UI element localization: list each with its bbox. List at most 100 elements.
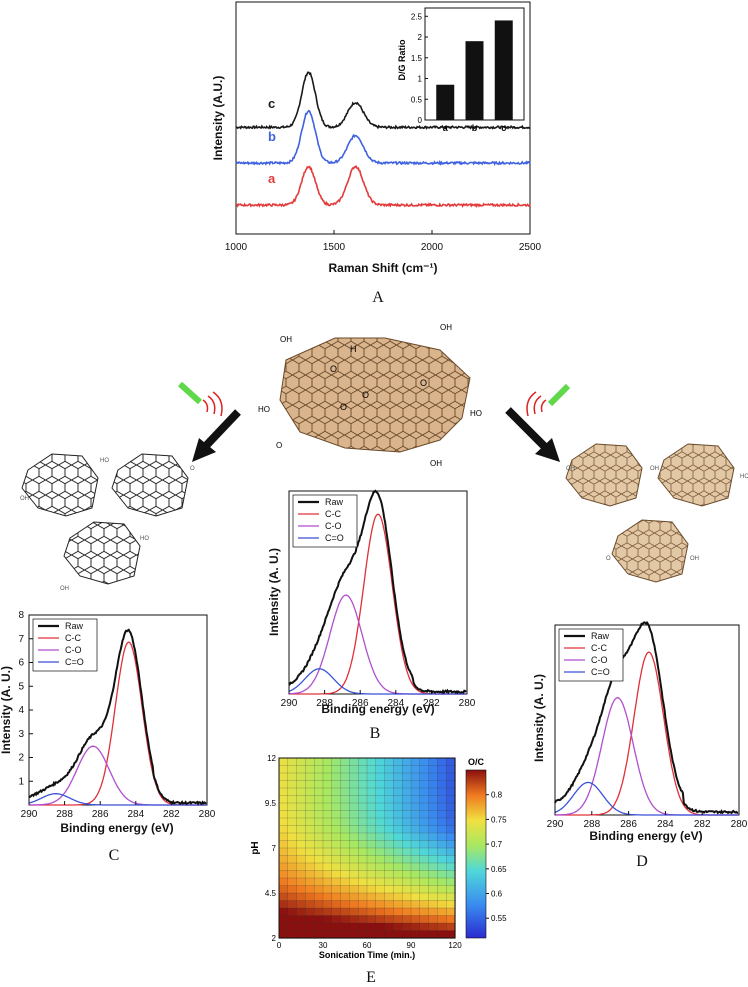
heatmap-cell — [314, 810, 324, 819]
heatmap-cell — [331, 847, 342, 857]
x-tick-label: 290 — [21, 809, 38, 820]
heatmap-cell — [437, 855, 447, 864]
heatmap-cell — [314, 907, 324, 917]
heatmap-cell — [375, 787, 386, 797]
heatmap-cell — [349, 787, 359, 797]
group-label: O — [420, 378, 427, 388]
heatmap-cell — [410, 802, 421, 812]
heatmap-cell — [278, 930, 289, 939]
heatmap-cell — [410, 877, 421, 887]
heatmap-cell — [322, 892, 333, 902]
panel-c-x-label: Binding energy (eV) — [60, 821, 173, 835]
heatmap-cell — [358, 877, 368, 887]
heatmap-cell — [349, 840, 359, 849]
heatmap-cell — [358, 757, 368, 767]
x-tick-label: 284 — [127, 809, 144, 820]
heatmap-cell — [446, 757, 456, 767]
series-label-c: c — [268, 96, 275, 111]
heatmap-cell — [296, 765, 307, 774]
heatmap-cell — [278, 885, 289, 894]
heatmap-cell — [305, 877, 315, 887]
oxidized-graphene-flakes — [565, 443, 735, 583]
heatmap-cell — [340, 855, 351, 864]
heatmap-cell — [287, 862, 298, 872]
y-tick-label: 4.5 — [265, 889, 277, 898]
group-label: O — [340, 402, 347, 412]
spectrum-b — [235, 109, 531, 166]
heatmap-cell — [393, 840, 403, 849]
heatmap-cell — [402, 877, 412, 887]
heatmap-cell — [402, 757, 412, 767]
heatmap-cell — [349, 922, 359, 932]
inset-bar-b — [465, 41, 484, 121]
heatmap-cell — [419, 772, 430, 782]
inset-y-tick-label: 0 — [418, 116, 423, 125]
heatmap-cell — [349, 930, 359, 939]
heatmap-cell — [437, 780, 447, 789]
heatmap-cell — [428, 900, 439, 909]
x-tick-label: 282 — [163, 809, 180, 820]
heatmap-cell — [375, 870, 386, 879]
heatmap-cell — [402, 892, 412, 902]
heatmap-cell — [402, 832, 412, 842]
group-label: H — [350, 344, 357, 354]
legend-entry: Raw — [591, 631, 610, 641]
panel-b-y-label: Intensity (A. U.) — [267, 548, 281, 636]
heatmap-cell — [305, 765, 315, 774]
heatmap-cell — [446, 840, 456, 849]
heatmap-cell — [419, 877, 430, 887]
heatmap-cell — [393, 885, 403, 894]
heatmap-cell — [358, 930, 368, 939]
heatmap-cell — [331, 855, 342, 864]
heatmap-cell — [340, 795, 351, 804]
heatmap-cell — [331, 802, 342, 812]
heatmap-cell — [393, 795, 403, 804]
legend-entry: C-C — [325, 509, 341, 519]
panel-b-x-label: Binding energy (eV) — [321, 702, 434, 716]
laser-icon-right — [526, 383, 571, 417]
legend-entry: C-O — [591, 655, 608, 665]
heatmap-cell — [340, 892, 351, 902]
heatmap-cell — [305, 780, 315, 789]
heatmap-cell — [375, 915, 386, 924]
heatmap-cell — [287, 907, 298, 917]
heatmap-cell — [322, 757, 333, 767]
graphene-oxide-sheet — [279, 337, 471, 453]
graphene-flake — [111, 453, 189, 517]
heatmap-cell — [437, 787, 447, 797]
y-tick-label: 5 — [18, 681, 24, 692]
left-arrow-head — [192, 438, 216, 462]
heatmap-cell — [349, 817, 359, 827]
heatmap-cell — [366, 832, 377, 842]
colorbar — [465, 769, 487, 939]
heatmap-cell — [446, 862, 456, 872]
heatmap-cell — [366, 795, 377, 804]
heatmap-cell — [305, 885, 315, 894]
x-tick-label: 120 — [448, 941, 462, 950]
group-label: O — [276, 441, 282, 450]
raw-spectrum — [554, 621, 739, 815]
heatmap-cell — [446, 855, 456, 864]
heatmap-cell — [437, 885, 447, 894]
heatmap-cell — [428, 840, 439, 849]
heatmap-cell — [446, 885, 456, 894]
heatmap-cell — [437, 817, 447, 827]
heatmap-cell — [314, 930, 324, 939]
heatmap-cell — [366, 787, 377, 797]
heatmap-cell — [358, 825, 368, 834]
colorbar-ticks: 0.55 0.6 0.65 0.7 0.75 0.8 — [486, 791, 507, 923]
heatmap-cell — [402, 847, 412, 857]
heatmap-cell — [366, 817, 377, 827]
heatmap-cell — [305, 862, 315, 872]
raw-spectrum — [28, 628, 207, 806]
heatmap-cell — [349, 892, 359, 902]
heatmap-cell — [410, 885, 421, 894]
heatmap-cell — [322, 772, 333, 782]
x-tick-label: 282 — [423, 698, 440, 709]
x-tick-label: 2000 — [421, 242, 444, 253]
heatmap-cell — [358, 765, 368, 774]
inset-x-tick-label: a — [443, 123, 449, 133]
inset-y-tick-label: 2.5 — [411, 12, 423, 21]
heatmap-cell — [278, 810, 289, 819]
